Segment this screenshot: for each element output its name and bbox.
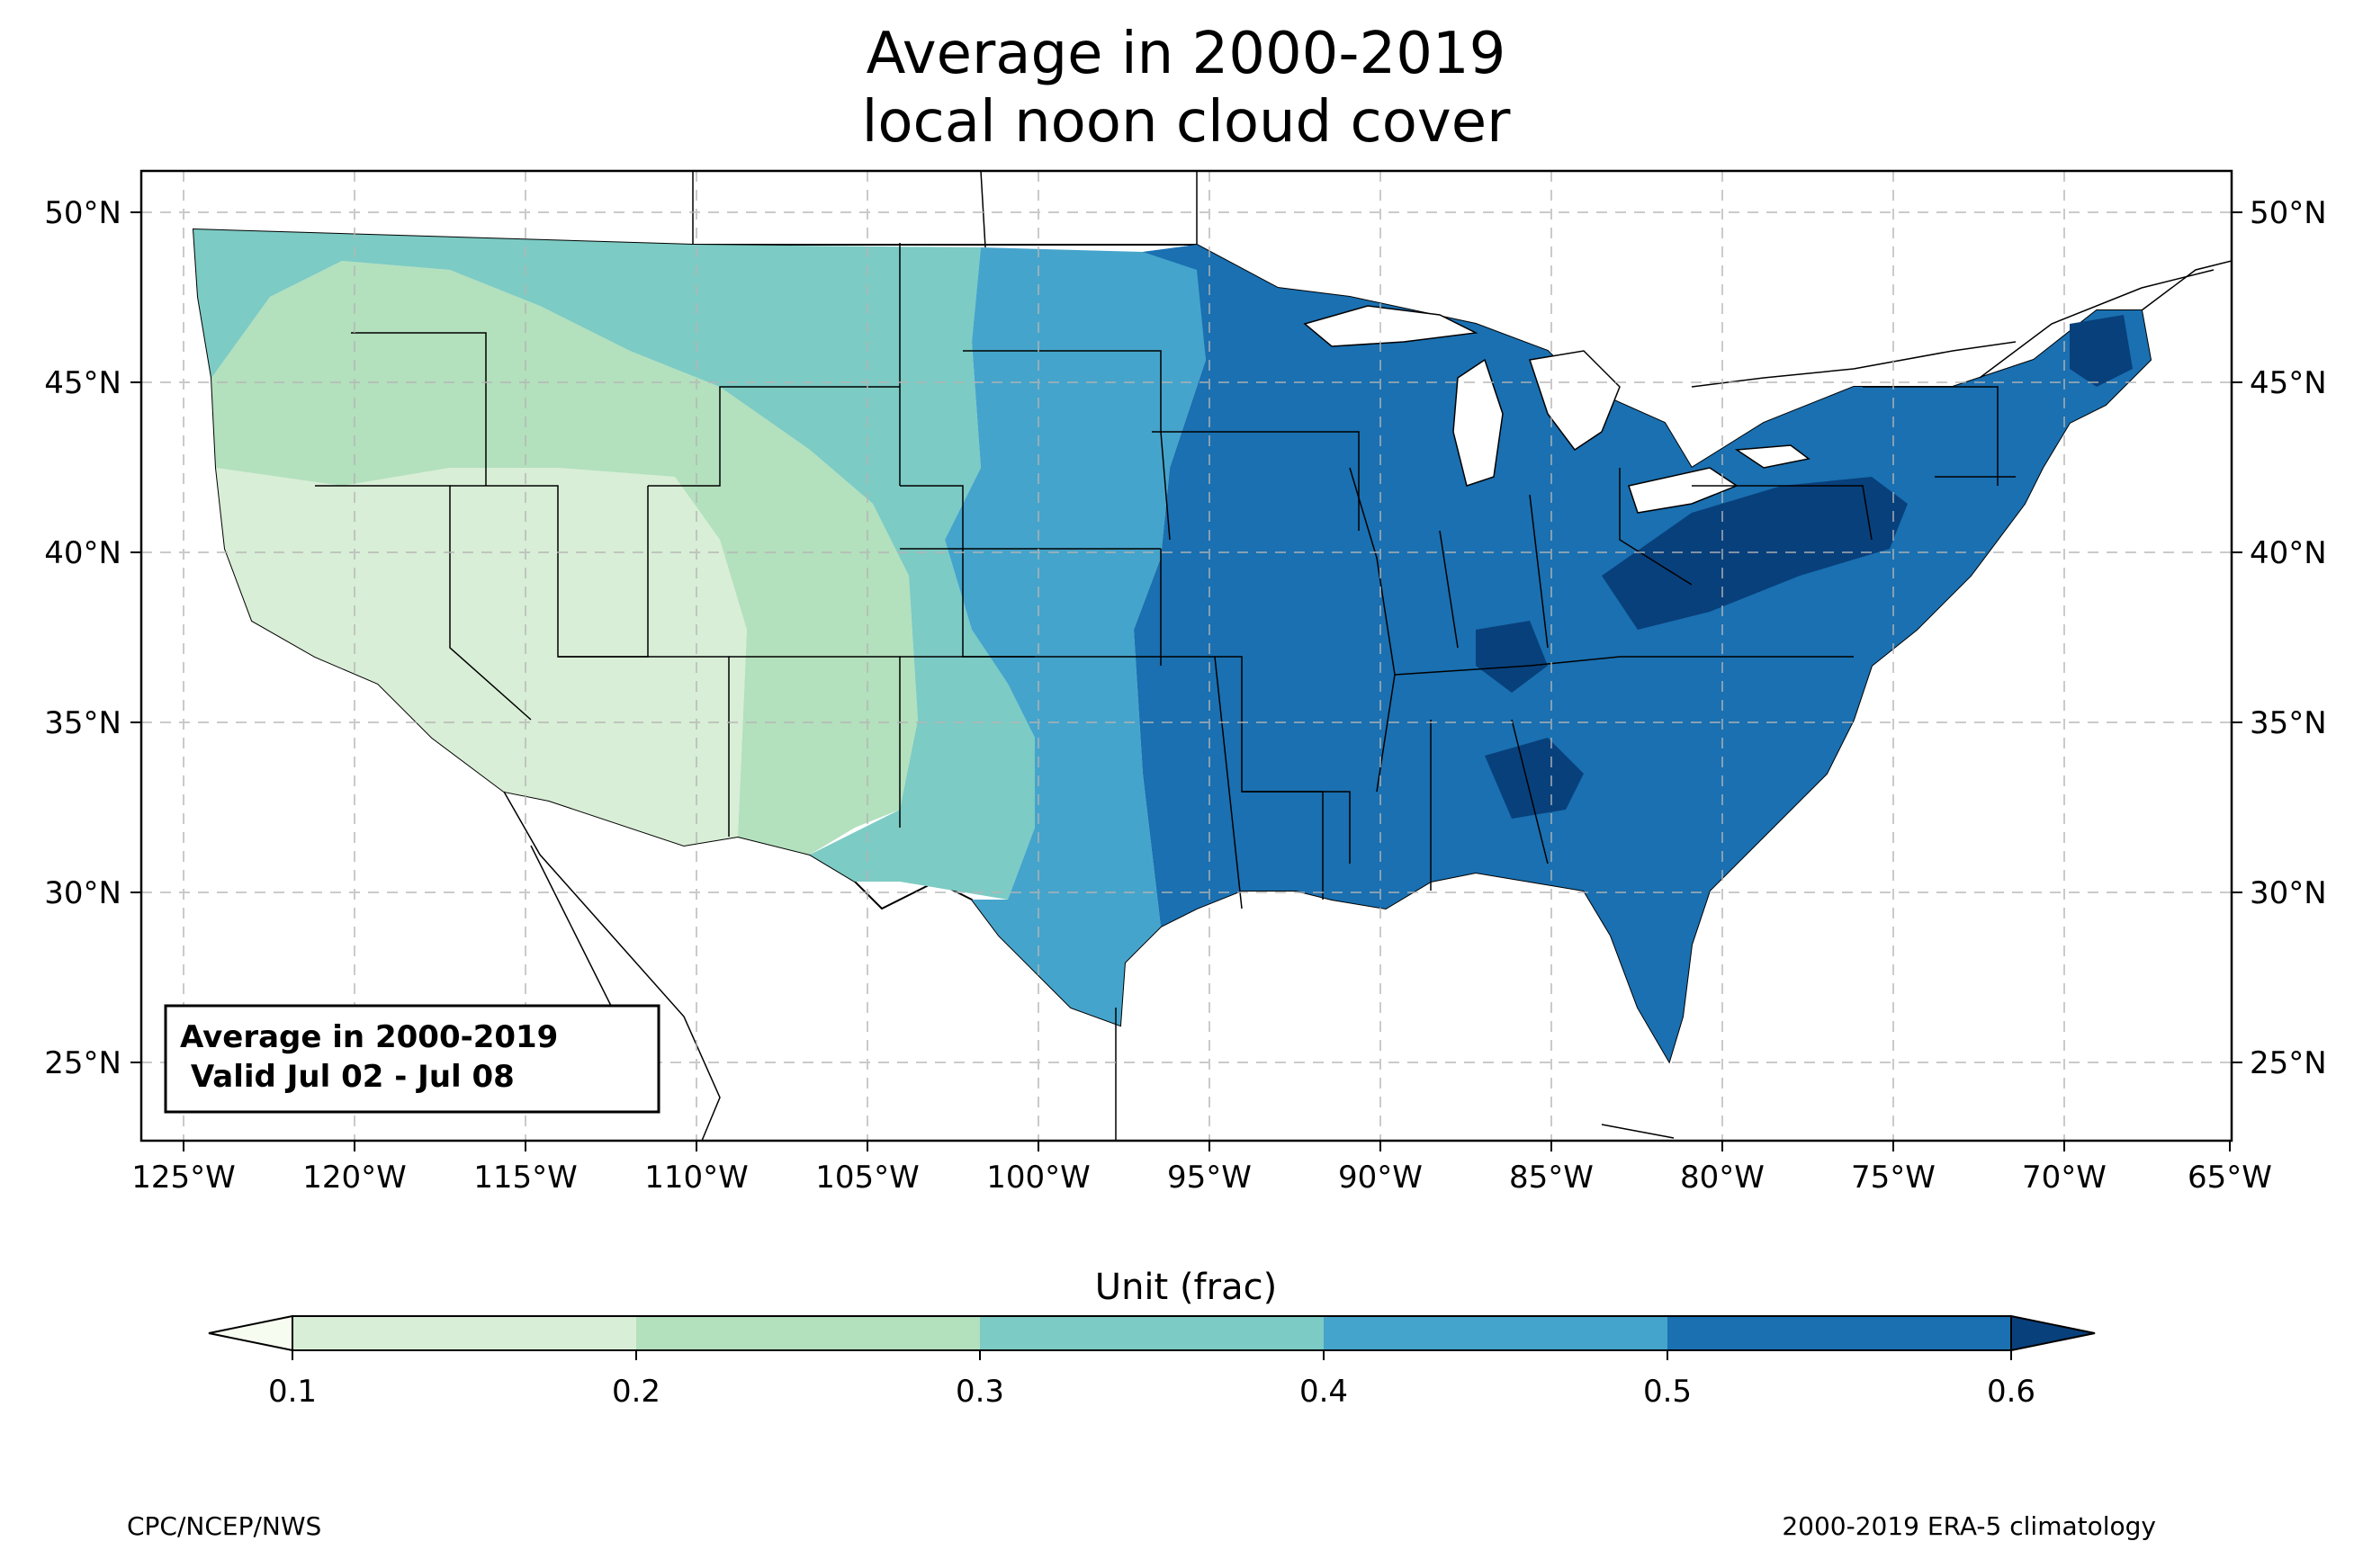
map-title-line1: Average in 2000-2019 xyxy=(866,21,1506,87)
lat-label-50n-left: 50°N xyxy=(44,195,121,231)
band-0.3-0.4 xyxy=(193,229,1035,900)
lon-label-115w: 115°W xyxy=(473,1160,578,1196)
lat-ticks xyxy=(130,211,2242,1063)
map-area xyxy=(141,171,2232,1141)
colorbar-label: Unit (frac) xyxy=(1094,1267,1278,1308)
colorbar-tick-0.2: 0.2 xyxy=(611,1374,661,1410)
lon-label-105w: 105°W xyxy=(815,1160,920,1196)
colorbar-tick-0.5: 0.5 xyxy=(1642,1374,1693,1410)
map-frame xyxy=(139,169,2233,1142)
lon-label-70w: 70°W xyxy=(2022,1160,2107,1196)
international-borders xyxy=(503,171,2232,1141)
lat-label-50n-right: 50°N xyxy=(2250,195,2327,231)
lat-tick-labels-left: 50°N 45°N 40°N 35°N 30°N 25°N xyxy=(44,195,121,1081)
lat-label-45n-left: 45°N xyxy=(44,365,121,401)
footer-credit-left: CPC/NCEP/NWS xyxy=(127,1511,322,1541)
lon-tick-labels: 125°W 120°W 115°W 110°W 105°W 100°W 95°W… xyxy=(131,1160,2272,1196)
lon-label-75w: 75°W xyxy=(1851,1160,1936,1196)
lat-label-40n-right: 40°N xyxy=(2250,535,2327,571)
great-lakes xyxy=(1303,305,1810,514)
inset-line2: Valid Jul 02 - Jul 08 xyxy=(180,1059,515,1095)
band-above-0.6-southeast xyxy=(1485,738,1584,819)
colorbar-band-0.2-0.3 xyxy=(636,1316,980,1350)
lon-label-120w: 120°W xyxy=(302,1160,407,1196)
lat-label-25n-right: 25°N xyxy=(2250,1045,2327,1081)
colorbar-band-0.5-0.6 xyxy=(1667,1316,2011,1350)
lat-label-40n-left: 40°N xyxy=(44,535,121,571)
lon-label-80w: 80°W xyxy=(1680,1160,1765,1196)
band-0.5-0.6 xyxy=(1134,245,2151,1062)
colorbar-band-0.3-0.4 xyxy=(980,1316,1324,1350)
inset-box xyxy=(164,1004,660,1114)
colorbar-extend-high xyxy=(2010,1314,2096,1352)
lat-label-45n-right: 45°N xyxy=(2250,365,2327,401)
band-above-0.6-tennessee xyxy=(1476,621,1548,693)
lat-label-30n-left: 30°N xyxy=(44,875,121,911)
colorbar-tick-0.4: 0.4 xyxy=(1298,1374,1349,1410)
band-0.2-0.3 xyxy=(216,468,747,846)
lat-label-35n-left: 35°N xyxy=(44,705,121,741)
state-borders xyxy=(315,243,2016,909)
footer-credit-right: 2000-2019 ERA-5 climatology xyxy=(1782,1511,2156,1541)
map-title-line2: local noon cloud cover xyxy=(861,89,1511,156)
band-0.4-0.5 xyxy=(945,245,1206,1026)
lon-ticks xyxy=(183,1141,2231,1151)
band-0.2-0.3b xyxy=(211,261,918,855)
lon-label-110w: 110°W xyxy=(644,1160,749,1196)
colorbar-band-0.4-0.5 xyxy=(1324,1316,1667,1350)
colorbar-band-0.1-0.2 xyxy=(292,1316,636,1350)
lon-label-65w: 65°W xyxy=(2188,1160,2272,1196)
band-above-0.6-maine xyxy=(2070,315,2133,387)
colorbar-extend-low xyxy=(208,1314,293,1352)
lon-label-100w: 100°W xyxy=(986,1160,1091,1196)
colorbar-tick-0.3: 0.3 xyxy=(955,1374,1005,1410)
lon-label-125w: 125°W xyxy=(131,1160,236,1196)
colorbar-frame xyxy=(292,1315,2012,1351)
lat-label-25n-left: 25°N xyxy=(44,1045,121,1081)
lat-tick-labels-right: 50°N 45°N 40°N 35°N 30°N 25°N xyxy=(2250,195,2327,1081)
lon-label-85w: 85°W xyxy=(1509,1160,1594,1196)
inset-line1: Average in 2000-2019 xyxy=(180,1019,558,1055)
colorbar-tick-0.1: 0.1 xyxy=(267,1374,318,1410)
lon-label-95w: 95°W xyxy=(1167,1160,1252,1196)
lat-label-30n-right: 30°N xyxy=(2250,875,2327,911)
lat-label-35n-right: 35°N xyxy=(2250,705,2327,741)
colorbar-tick-0.6: 0.6 xyxy=(1986,1374,2036,1410)
map-gridlines xyxy=(141,171,2232,1141)
lon-label-90w: 90°W xyxy=(1338,1160,1423,1196)
colorbar xyxy=(208,1314,2096,1360)
